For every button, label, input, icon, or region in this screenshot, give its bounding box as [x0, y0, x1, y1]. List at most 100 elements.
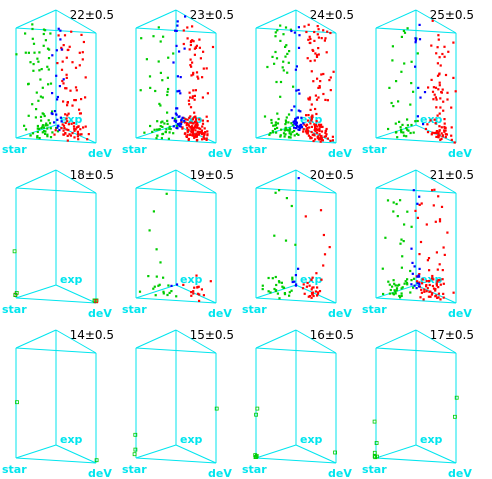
scatter-point-blue — [417, 86, 420, 89]
scatter-point-red — [82, 40, 85, 44]
vertex-label-deV: deV — [88, 307, 112, 320]
scatter-point-green — [297, 133, 300, 136]
scatter-point-blue — [297, 88, 300, 92]
scatter-point-red — [198, 293, 201, 296]
scatter-point-green — [159, 125, 162, 128]
scatter-point-green — [387, 280, 390, 283]
scatter-point-red — [419, 240, 423, 244]
scatter-point-green — [400, 292, 403, 295]
scatter-point-red — [191, 128, 195, 131]
scatter-point-red — [310, 288, 313, 291]
scatter-point-red — [53, 133, 56, 136]
scatter-point-red — [56, 62, 59, 65]
scatter-point-blue — [173, 119, 176, 122]
scatter-point-green — [175, 295, 178, 298]
scatter-point-green — [291, 276, 294, 279]
scatter-point-red — [206, 92, 209, 95]
vertex-label-star: star — [242, 303, 267, 316]
prism-edge — [375, 297, 457, 304]
scatter-point-red — [316, 292, 320, 295]
scatter-point-blue — [175, 29, 178, 32]
vertex-label-deV: deV — [328, 307, 352, 320]
prism-edge — [15, 457, 97, 464]
vertex-label-deV: deV — [328, 467, 352, 479]
scatter-point-blue — [297, 128, 300, 131]
scatter-point-green — [399, 242, 402, 245]
prism-edge — [255, 9, 297, 29]
scatter-point-red — [62, 82, 65, 85]
scatter-point-green — [287, 113, 291, 116]
scatter-point-green — [271, 277, 274, 280]
scatter-point-blue — [300, 126, 303, 129]
scatter-point-red — [75, 89, 78, 92]
scatter-point-red — [77, 125, 80, 128]
scatter-point-green — [164, 131, 167, 134]
scatter-point-green — [151, 130, 154, 133]
scatter-point-red — [196, 125, 199, 128]
scatter-point-green — [403, 62, 406, 65]
scatter-point-green — [275, 131, 278, 134]
scatter-point-red — [77, 138, 80, 141]
prism-edge — [135, 9, 177, 29]
scatter-point-red — [325, 133, 328, 136]
scatter-point-red — [311, 291, 314, 294]
scatter-point-red — [60, 68, 64, 71]
scatter-point-green — [133, 447, 138, 452]
scatter-point-green — [152, 35, 155, 38]
scatter-point-red — [201, 132, 204, 135]
scatter-point-blue — [411, 261, 414, 264]
scatter-point-blue — [418, 23, 421, 26]
scatter-point-red — [332, 70, 335, 73]
scatter-point-red — [191, 118, 194, 121]
scatter-point-red — [181, 126, 184, 129]
vertex-label-deV: deV — [448, 307, 472, 320]
scatter-point-green — [172, 52, 175, 55]
scatter-point-blue — [294, 274, 297, 277]
scatter-point-red — [314, 94, 317, 97]
vertex-label-deV: deV — [208, 147, 232, 160]
scatter-point-green — [391, 59, 394, 62]
prism-panel-8: 14±0.5 star exp deV — [2, 328, 114, 479]
prism-edge — [55, 444, 97, 464]
scatter-point-red — [314, 124, 317, 127]
scatter-point-red — [317, 53, 320, 56]
scatter-point-red — [192, 127, 195, 130]
scatter-point-red — [205, 137, 208, 140]
scatter-point-green — [289, 28, 292, 31]
scatter-point-blue — [176, 20, 179, 23]
scatter-point-green — [168, 131, 171, 134]
scatter-point-red — [442, 246, 445, 249]
scatter-point-red — [438, 134, 441, 137]
scatter-point-green — [274, 124, 277, 127]
scatter-point-red — [444, 129, 447, 132]
scatter-point-green — [397, 100, 400, 103]
scatter-point-red — [431, 131, 434, 134]
scatter-point-red — [445, 133, 448, 136]
scatter-point-red — [69, 89, 72, 92]
scatter-point-red — [70, 122, 73, 125]
scatter-point-red — [316, 286, 319, 289]
scatter-point-red — [309, 135, 312, 139]
scatter-point-red — [201, 122, 205, 125]
scatter-point-red — [323, 39, 326, 42]
scatter-point-red — [310, 136, 313, 140]
scatter-point-blue — [412, 189, 415, 192]
scatter-point-blue — [410, 283, 413, 286]
scatter-point-red — [303, 292, 306, 295]
scatter-point-green — [133, 432, 138, 437]
scatter-point-red — [421, 282, 424, 285]
scatter-point-blue — [423, 91, 427, 94]
scatter-point-red — [310, 296, 313, 299]
scatter-point-green — [254, 412, 258, 417]
scatter-point-green — [274, 127, 277, 131]
prism-edge — [15, 169, 57, 189]
scatter-point-red — [304, 215, 307, 218]
scatter-point-green — [158, 283, 161, 286]
scatter-point-green — [281, 66, 284, 69]
scatter-point-blue — [59, 29, 62, 32]
scatter-point-green — [282, 132, 286, 135]
scatter-point-red — [442, 292, 445, 295]
scatter-point-red — [430, 293, 433, 296]
vertex-label-deV: deV — [88, 467, 112, 479]
scatter-point-blue — [60, 48, 63, 51]
